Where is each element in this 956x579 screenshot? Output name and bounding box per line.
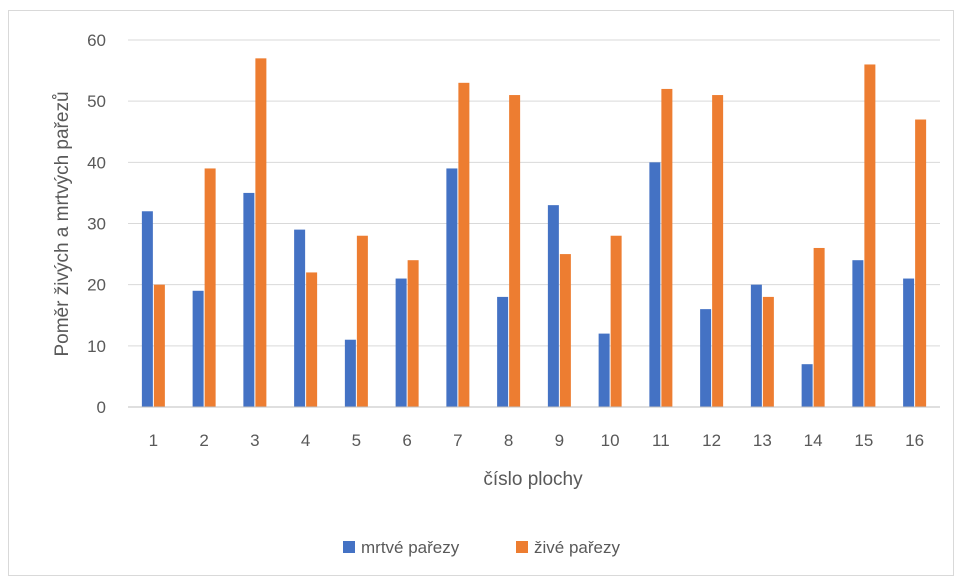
bars xyxy=(141,58,927,408)
bar-zive-3 xyxy=(255,58,267,407)
y-tick-label: 40 xyxy=(87,153,106,172)
bar-zive-8 xyxy=(509,95,521,408)
bar-zive-14 xyxy=(813,247,825,407)
x-tick-label: 7 xyxy=(453,431,462,450)
x-tick-label: 3 xyxy=(250,431,259,450)
bar-mrtve-10 xyxy=(598,333,610,407)
y-tick-label: 50 xyxy=(87,92,106,111)
x-tick-label: 8 xyxy=(504,431,513,450)
bar-mrtve-12 xyxy=(700,309,712,407)
x-tick-label: 10 xyxy=(601,431,620,450)
x-tick-label: 4 xyxy=(301,431,310,450)
x-tick-label: 11 xyxy=(652,431,670,450)
y-tick-labels: 0 10 20 30 40 50 60 xyxy=(87,31,106,417)
bar-mrtve-8 xyxy=(497,296,509,407)
bar-zive-15 xyxy=(864,64,876,407)
x-tick-label: 2 xyxy=(199,431,208,450)
x-tick-label: 9 xyxy=(555,431,564,450)
y-tick-label: 0 xyxy=(97,398,106,417)
bar-mrtve-4 xyxy=(294,229,306,407)
y-tick-label: 60 xyxy=(87,31,106,50)
x-tick-labels: 1 2 3 4 5 6 7 8 9 10 11 12 13 14 15 16 xyxy=(149,431,924,450)
x-tick-label: 12 xyxy=(702,431,721,450)
bar-mrtve-9 xyxy=(547,205,559,407)
bar-zive-10 xyxy=(610,235,622,407)
bar-mrtve-16 xyxy=(903,278,915,407)
legend-label: mrtvé pařezy xyxy=(361,538,460,557)
bar-zive-1 xyxy=(153,284,165,407)
bar-zive-12 xyxy=(712,95,724,408)
x-tick-label: 13 xyxy=(753,431,772,450)
bar-mrtve-15 xyxy=(852,260,864,407)
x-tick-label: 1 xyxy=(149,431,158,450)
chart-frame xyxy=(8,10,954,576)
bar-zive-2 xyxy=(204,168,216,407)
y-tick-label: 20 xyxy=(87,276,106,295)
x-tick-label: 14 xyxy=(804,431,823,450)
bar-zive-16 xyxy=(915,119,927,408)
y-tick-label: 10 xyxy=(87,337,106,356)
x-tick-label: 15 xyxy=(854,431,873,450)
bar-zive-13 xyxy=(762,296,774,407)
bar-mrtve-2 xyxy=(192,290,204,407)
bar-mrtve-14 xyxy=(801,364,813,407)
x-tick-label: 6 xyxy=(402,431,411,450)
bar-mrtve-3 xyxy=(243,192,255,407)
bar-zive-9 xyxy=(559,254,571,407)
bar-mrtve-13 xyxy=(750,284,762,407)
bar-zive-11 xyxy=(661,88,673,407)
legend-swatch xyxy=(343,541,355,553)
legend-swatch xyxy=(516,541,528,553)
bar-mrtve-11 xyxy=(649,162,661,407)
legend-label: živé pařezy xyxy=(534,538,620,557)
y-tick-label: 30 xyxy=(87,215,106,234)
bar-zive-6 xyxy=(407,260,419,407)
x-tick-label: 5 xyxy=(352,431,361,450)
x-axis-label: číslo plochy xyxy=(483,469,583,490)
bar-mrtve-5 xyxy=(344,339,356,407)
legend: mrtvé pařezy živé pařezy xyxy=(343,538,620,557)
y-axis-label: Poměr živých a mrtvých pařezů xyxy=(52,91,73,356)
bar-zive-4 xyxy=(306,272,318,407)
bar-mrtve-1 xyxy=(141,211,153,407)
bar-mrtve-6 xyxy=(395,278,407,407)
bar-zive-7 xyxy=(458,82,470,408)
bar-mrtve-7 xyxy=(446,168,458,407)
bar-zive-5 xyxy=(356,235,368,407)
x-tick-label: 16 xyxy=(905,431,924,450)
